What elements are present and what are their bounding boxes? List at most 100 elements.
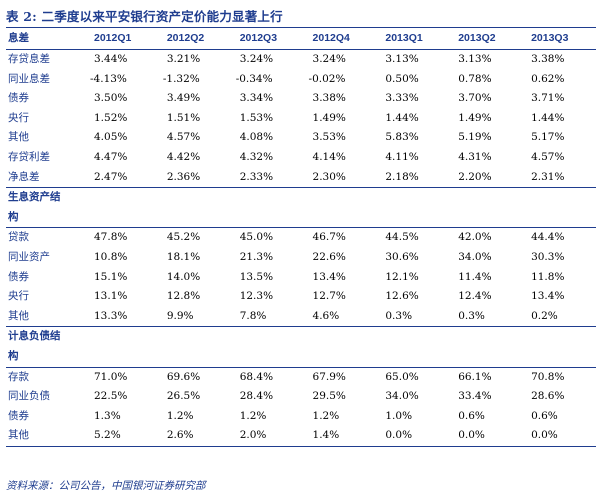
value-cell: 3.44% <box>94 53 128 65</box>
section-label: 构 <box>6 207 596 229</box>
value-cell: 2.36% <box>166 170 201 183</box>
value-cell: 0.0% <box>450 426 524 447</box>
value-cell: 13.4% <box>312 270 346 283</box>
value-cell: 3.38% <box>531 53 565 65</box>
value-cell: 68.4% <box>239 370 274 383</box>
value-cell: 1.3% <box>94 409 121 422</box>
value-cell: 3.50% <box>94 92 128 105</box>
value-cell: 14.0% <box>166 270 201 283</box>
row-label: 债券 <box>8 409 29 422</box>
value-cell: 3.33% <box>385 92 419 105</box>
value-cell: 4.32% <box>239 150 274 163</box>
value-cell: 2.0% <box>231 426 305 447</box>
value-cell: 67.9% <box>312 370 346 383</box>
table-row: 债券 1.3% 1.2% 1.2% 1.2% 1.0% 0.6% 0.6% <box>6 407 596 427</box>
value-cell: 13.4% <box>531 290 565 303</box>
value-cell: 0.78% <box>458 72 492 85</box>
value-cell: 3.13% <box>458 53 492 65</box>
value-cell: 22.6% <box>312 250 346 263</box>
value-cell: 0.0% <box>523 426 596 447</box>
table-row: 其他 4.05% 4.57% 4.08% 3.53% 5.83% 5.19% 5.17% <box>6 128 596 148</box>
header-cell: 息差 <box>6 27 86 50</box>
value-cell: 44.4% <box>531 231 565 244</box>
value-cell: 2.31% <box>531 170 565 183</box>
value-cell: 33.4% <box>458 390 492 403</box>
section-header-liabilities-cont: 构 <box>6 346 596 368</box>
value-cell: 1.49% <box>312 111 346 124</box>
value-cell: 1.52% <box>94 111 128 124</box>
value-cell: 3.24% <box>312 53 346 65</box>
value-cell: 11.8% <box>531 270 565 283</box>
value-cell: 1.49% <box>458 111 492 124</box>
value-cell: 30.6% <box>385 250 419 263</box>
row-label: 其他 <box>8 131 29 144</box>
row-label: 债券 <box>8 92 29 105</box>
value-cell: 26.5% <box>166 390 201 403</box>
row-label: 其他 <box>8 309 29 322</box>
value-cell: 4.57% <box>166 131 201 144</box>
section-header-liabilities: 计息负债结 <box>6 326 596 347</box>
value-cell: 12.3% <box>239 290 274 303</box>
value-cell: 3.24% <box>239 53 274 65</box>
value-cell: 13.3% <box>94 309 128 322</box>
value-cell: 4.6% <box>312 309 340 322</box>
section-header-assets: 生息资产结 <box>6 187 596 208</box>
value-cell: 2.6% <box>158 426 232 447</box>
table-row: 其他 5.2% 2.6% 2.0% 1.4% 0.0% 0.0% 0.0% <box>6 426 596 447</box>
header-cell: 2012Q2 <box>158 27 232 50</box>
value-cell: 45.2% <box>166 231 201 244</box>
header-cell: 2012Q3 <box>231 27 305 50</box>
value-cell: 3.49% <box>166 92 201 105</box>
value-cell: 3.21% <box>166 53 201 65</box>
row-label: 同业负债 <box>8 390 50 403</box>
value-cell: 30.3% <box>531 250 565 263</box>
value-cell: 0.62% <box>531 72 565 85</box>
row-label: 同业资产 <box>8 250 50 263</box>
value-cell: -4.13% <box>90 72 127 85</box>
value-cell: 1.53% <box>239 111 274 124</box>
value-cell: 42.0% <box>458 231 492 244</box>
data-table: 息差 2012Q1 2012Q2 2012Q3 2012Q4 2013Q1 20… <box>6 27 596 447</box>
value-cell: 34.0% <box>458 250 492 263</box>
value-cell: 3.38% <box>312 92 346 105</box>
value-cell: 0.50% <box>385 72 419 85</box>
row-label: 其他 <box>6 426 86 447</box>
value-cell: -0.02% <box>308 72 346 85</box>
value-cell: 28.4% <box>239 390 274 403</box>
value-cell: 15.1% <box>94 270 128 283</box>
table-row: 央行 13.1% 12.8% 12.3% 12.7% 12.6% 12.4% 13.4% <box>6 287 596 307</box>
table-row: 同业负债 22.5% 26.5% 28.4% 29.5% 34.0% 33.4% 28.6% <box>6 387 596 407</box>
value-cell: 4.14% <box>312 150 346 163</box>
row-label: 存贷利差 <box>8 150 50 163</box>
value-cell: 7.8% <box>239 309 267 322</box>
value-cell: 4.31% <box>458 150 492 163</box>
header-cell: 2012Q1 <box>86 27 159 50</box>
value-cell: 13.1% <box>94 290 128 303</box>
table-row: 同业息差 -4.13% -1.32% -0.34% -0.02% 0.50% 0.78% 0.… <box>6 70 596 90</box>
source-note: 资料来源：公司公告，中国银河证券研究部 <box>6 480 206 492</box>
value-cell: 3.71% <box>531 92 565 105</box>
value-cell: 69.6% <box>166 370 201 383</box>
value-cell: 4.08% <box>239 131 274 144</box>
value-cell: -0.34% <box>235 72 273 85</box>
value-cell: 12.7% <box>312 290 346 303</box>
table-row: 净息差 2.47% 2.36% 2.33% 2.30% 2.18% 2.20% 2.31% <box>6 168 596 188</box>
value-cell: 2.20% <box>458 170 492 183</box>
table-row: 存款 71.0% 69.6% 68.4% 67.9% 65.0% 66.1% 70.8% <box>6 367 596 387</box>
value-cell: 65.0% <box>385 370 419 383</box>
value-cell: 46.7% <box>312 231 346 244</box>
value-cell: 10.8% <box>94 250 128 263</box>
table-row: 央行 1.52% 1.51% 1.53% 1.49% 1.44% 1.49% 1.44% <box>6 109 596 129</box>
value-cell: 1.0% <box>385 409 413 422</box>
value-cell: 9.9% <box>166 309 194 322</box>
value-cell: 0.6% <box>531 409 558 422</box>
value-cell: 5.83% <box>385 131 419 144</box>
value-cell: 0.2% <box>531 309 558 322</box>
row-label: 债券 <box>8 270 29 283</box>
value-cell: 12.6% <box>385 290 419 303</box>
value-cell: 0.3% <box>385 309 413 322</box>
value-cell: 12.4% <box>458 290 492 303</box>
header-cell: 2013Q2 <box>450 27 524 50</box>
section-label: 生息资产结 <box>6 187 596 208</box>
value-cell: 2.33% <box>239 170 274 183</box>
